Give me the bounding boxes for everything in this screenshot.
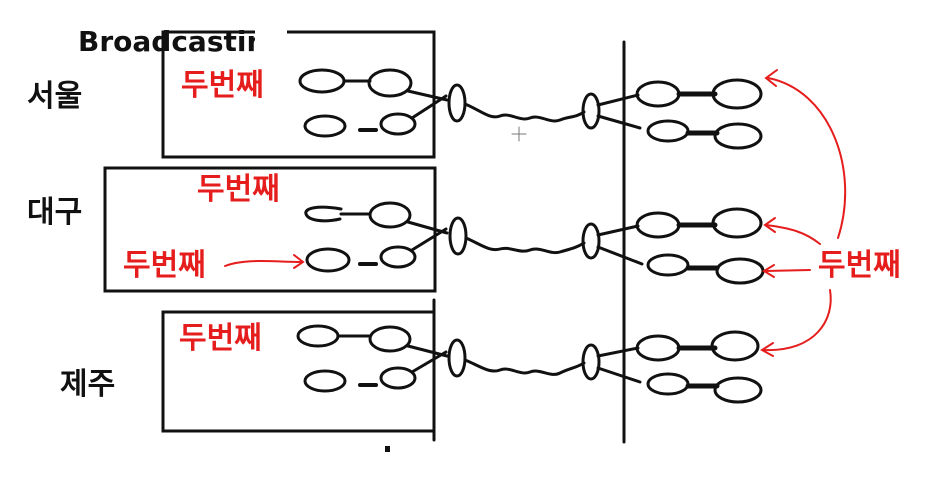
crosshair-cursor <box>511 126 527 142</box>
jeju-connector-group <box>296 324 763 404</box>
daegu-connector-group <box>304 201 765 285</box>
arrow-to-daegu-right <box>765 224 821 245</box>
red-annotations <box>224 69 847 357</box>
city-label-jeju: 제주 <box>60 367 116 402</box>
broadcasting-title: Broadcastin <box>78 25 267 58</box>
title-mask <box>255 30 287 66</box>
box-seoul <box>161 30 436 159</box>
arrow-to-jeju-right <box>763 289 832 352</box>
city-label-daegu: 대구 <box>27 195 83 230</box>
annotation-right: 두번째 <box>818 248 901 283</box>
annotation-daegu-bottom: 두번째 <box>123 248 206 283</box>
dot <box>385 446 390 452</box>
arrow-to-seoul-right <box>767 77 847 239</box>
annotation-daegu-top: 두번째 <box>197 172 280 207</box>
seoul-connector-group <box>298 68 763 150</box>
annotation-seoul: 두번째 <box>181 68 264 103</box>
annotation-jeju: 두번째 <box>179 321 262 356</box>
arrow-to-daegu-lower <box>224 260 303 267</box>
arrow-to-daegu-lower-right <box>764 269 811 272</box>
city-label-seoul: 서울 <box>27 79 83 114</box>
